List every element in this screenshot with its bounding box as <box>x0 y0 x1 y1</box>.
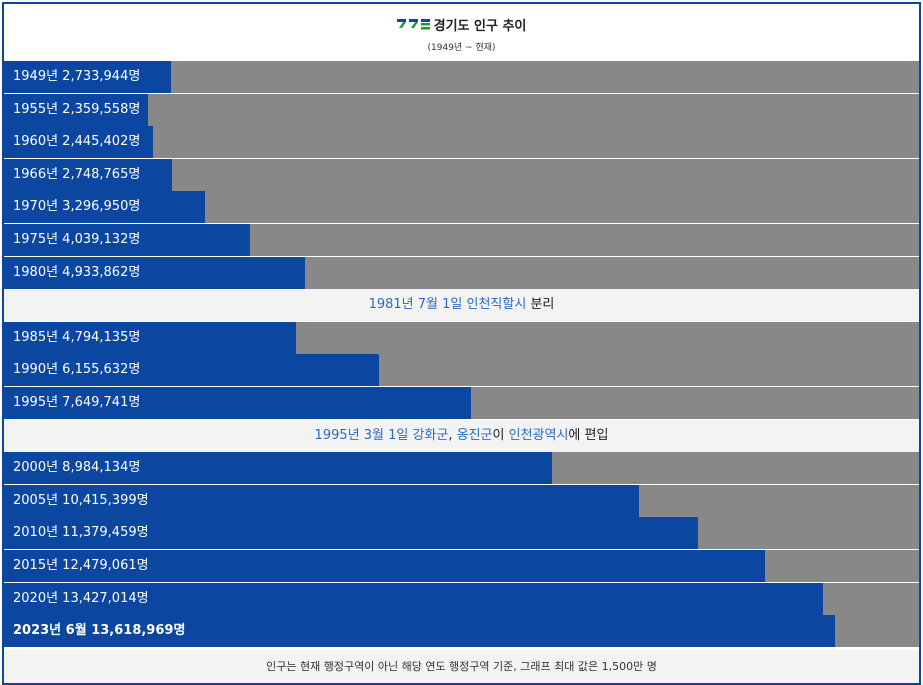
annotation-link[interactable]: 1981년 7월 1일 <box>368 297 463 313</box>
bar-row: 1990년 6,155,632명 <box>4 354 919 387</box>
gyeonggi-logo-icon <box>396 18 430 29</box>
bar-label: 1966년 2,748,765명 <box>13 166 141 182</box>
bar <box>4 387 471 419</box>
annotation-link[interactable]: 강화군 <box>412 427 449 443</box>
annotation-text: 분리 <box>526 297 555 313</box>
chart-footnote: 인구는 현재 행정구역이 아닌 해당 연도 행정구역 기준, 그래프 최대 값은… <box>4 650 919 683</box>
bar-label: 2010년 11,379,459명 <box>13 525 149 541</box>
bar-row: 1970년 3,296,950명 <box>4 191 919 224</box>
bar-row: 2000년 8,984,134명 <box>4 452 919 485</box>
bar-row: 1995년 7,649,741명 <box>4 387 919 419</box>
bar-label: 1949년 2,733,944명 <box>13 69 141 84</box>
chart-title: 경기도 인구 추이 <box>433 18 527 34</box>
bar-label: 2000년 8,984,134명 <box>13 460 141 476</box>
annotation-row: 1995년 3월 1일 강화군, 옹진군이 인천광역시에 편입 <box>4 419 919 452</box>
bar <box>4 61 171 93</box>
bar <box>4 582 824 615</box>
bar-label: 1980년 4,933,862명 <box>13 264 141 280</box>
annotation-link[interactable]: 인천직할시 <box>466 297 527 313</box>
bar-label: 2015년 12,479,061명 <box>13 558 149 573</box>
bar-row: 1949년 2,733,944명 <box>4 61 919 93</box>
bar <box>4 354 380 387</box>
bar <box>4 550 766 582</box>
bar-row: 2023년 6월 13,618,969명 <box>4 615 919 648</box>
bar-row: 2020년 13,427,014명 <box>4 582 919 615</box>
annotation-text: , <box>448 427 457 443</box>
chart-header: 경기도 인구 추이 (1949년 ~ 현재) <box>4 4 919 61</box>
bar <box>4 256 305 289</box>
annotation-link[interactable]: 인천광역시 <box>508 427 569 443</box>
bar <box>4 615 835 648</box>
bar <box>4 191 206 224</box>
bar-label: 1990년 6,155,632명 <box>13 362 141 378</box>
bar <box>4 126 154 159</box>
bar-row: 1975년 4,039,132명 <box>4 224 919 256</box>
bar <box>4 484 640 517</box>
annotation-row: 1981년 7월 1일 인천직할시 분리 <box>4 289 919 322</box>
title-line: 경기도 인구 추이 <box>4 14 919 34</box>
bar-row: 1985년 4,794,135명 <box>4 321 919 354</box>
bar-label: 2023년 6월 13,618,969명 <box>13 623 186 639</box>
bar-label: 1970년 3,296,950명 <box>13 199 141 215</box>
chart-subtitle: (1949년 ~ 현재) <box>427 43 496 53</box>
bar-label: 1985년 4,794,135명 <box>13 329 141 345</box>
bar <box>4 93 148 126</box>
annotation-link[interactable]: 옹진군 <box>456 427 493 443</box>
bar-row: 2005년 10,415,399명 <box>4 484 919 517</box>
bar-row: 1960년 2,445,402명 <box>4 126 919 159</box>
bar-row: 2015년 12,479,061명 <box>4 550 919 582</box>
bar-row: 1980년 4,933,862명 <box>4 256 919 289</box>
bar <box>4 158 172 191</box>
bar <box>4 517 699 550</box>
bar-label: 2020년 13,427,014명 <box>13 590 149 606</box>
annotation-text: 에 편입 <box>568 427 609 443</box>
bar-label: 1960년 2,445,402명 <box>13 134 141 150</box>
bar <box>4 224 251 256</box>
bar-label: 2005년 10,415,399명 <box>13 492 149 508</box>
bar-row: 1966년 2,748,765명 <box>4 158 919 191</box>
annotation-text: 이 <box>492 427 509 443</box>
bar-row: 1955년 2,359,558명 <box>4 93 919 126</box>
bar-label: 1955년 2,359,558명 <box>13 101 141 117</box>
bar-row: 2010년 11,379,459명 <box>4 517 919 550</box>
bar-label: 1995년 7,649,741명 <box>13 395 141 410</box>
annotation-link[interactable]: 1995년 3월 1일 <box>314 427 409 443</box>
bar <box>4 321 297 354</box>
bar <box>4 452 553 485</box>
bar-label: 1975년 4,039,132명 <box>13 232 141 247</box>
